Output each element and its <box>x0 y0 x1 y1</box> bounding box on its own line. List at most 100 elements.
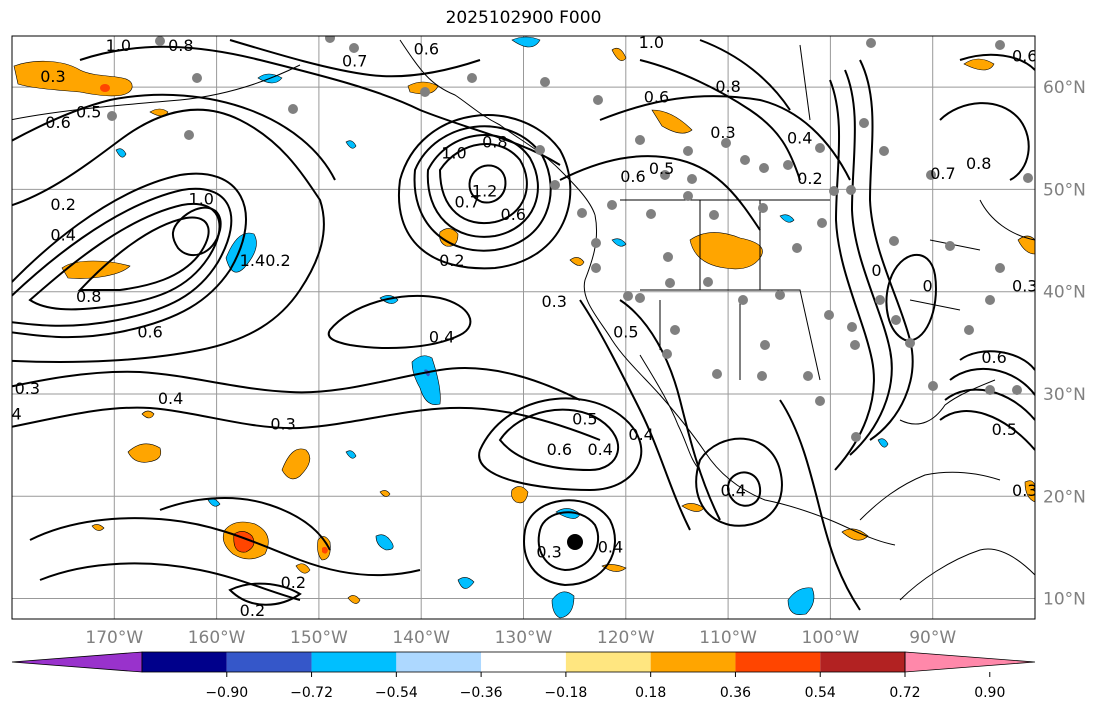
contour-value-label: 0.6 <box>137 323 162 342</box>
contour-value-label: 0.2 <box>797 169 822 188</box>
contour-value-label: .4 <box>6 404 21 423</box>
contour-value-label: 0.3 <box>536 543 561 562</box>
contour-value-label: 0.6 <box>547 440 572 459</box>
orange-patch <box>347 595 361 604</box>
latitude-tick-label: 20°N <box>1043 487 1086 507</box>
contour-value-label: 1.0 <box>189 190 214 209</box>
contour-value-label: 0.5 <box>572 410 597 429</box>
colorbar-tick-label: 0.72 <box>889 685 920 701</box>
contour-value-label: 0.3 <box>1012 481 1037 500</box>
orange-patch <box>611 47 627 61</box>
contour-value-label: 1.0 <box>441 144 466 163</box>
orange-patch <box>439 228 459 247</box>
latitude-tick-label: 10°N <box>1043 590 1086 610</box>
storm-center-marker[interactable] <box>567 534 583 550</box>
longitude-tick-label: 100°W <box>802 628 860 648</box>
contour-value-label: 0.5 <box>992 420 1017 439</box>
contour-value-label: 0.8 <box>966 154 991 173</box>
contour-value-label: 0.8 <box>76 287 101 306</box>
blue-patch <box>345 450 357 459</box>
contour-value-label: 0.4 <box>429 328 454 347</box>
colorbar-tick-label: −0.90 <box>205 685 248 701</box>
contour-value-label: 0.3 <box>270 415 295 434</box>
contour-value-label: 0.5 <box>649 159 674 178</box>
orange-patch <box>127 443 162 463</box>
contour-value-label: 0.6 <box>45 113 70 132</box>
colorbar-segment <box>396 652 482 672</box>
colorbar-tick-label: −0.54 <box>375 685 418 701</box>
contour-value-label: 0.6 <box>414 39 439 58</box>
colorbar: −0.90 −0.72 −0.54 −0.36 −0.18 0.18 0.36 0.54 0.7… <box>11 651 1036 701</box>
longitude-tick-label: 90°W <box>909 628 956 648</box>
latitude-tick-label: 60°N <box>1043 78 1086 98</box>
colorbar-tick-label: −0.18 <box>544 685 587 701</box>
coastlines <box>12 39 1035 601</box>
blue-patch <box>779 214 795 223</box>
colorbar-extend-low <box>11 651 143 673</box>
orange-patch <box>963 58 995 71</box>
longitude-tick-label: 150°W <box>290 628 348 648</box>
colorbar-tick-label: 0.18 <box>635 685 666 701</box>
latitude-tick-label: 40°N <box>1043 283 1086 303</box>
contour-value-label: 0.2 <box>439 251 464 270</box>
shaded-field <box>13 36 1035 619</box>
contour-value-label: 0.4 <box>720 481 745 500</box>
contour-value-label: 0.6 <box>1012 46 1037 65</box>
colorbar-tick-label: −0.72 <box>290 685 333 701</box>
contour-value-label: 0.4 <box>787 128 812 147</box>
latitude-axis-labels: 60°N 50°N 40°N 30°N 20°N 10°N <box>1043 78 1086 609</box>
blue-patch <box>787 587 815 615</box>
contour-value-label: 0 <box>871 261 881 280</box>
longitude-axis-labels: 170°W 160°W 150°W 140°W 130°W 120°W 110°W 100°W… <box>85 628 956 648</box>
orange-patch <box>379 490 391 497</box>
contour-value-label: 0.2 <box>265 251 290 270</box>
colorbar-outline <box>141 651 906 673</box>
contour-value-label: 0.2 <box>240 601 265 620</box>
contour-value-label: 1.0 <box>639 33 664 52</box>
contour-value-label: 0.6 <box>620 167 645 186</box>
longitude-tick-label: 120°W <box>597 628 655 648</box>
contour-lines <box>12 39 1035 611</box>
contour-value-label: 0.4 <box>587 440 612 459</box>
orange-patch <box>281 448 311 480</box>
blue-patch <box>411 355 441 405</box>
contour-value-label: 0.6 <box>501 205 526 224</box>
contour-value-label: 1.4 <box>240 251 265 270</box>
orange-patch <box>569 257 585 266</box>
contour-value-label: 0.7 <box>930 164 955 183</box>
blue-patch <box>345 140 357 149</box>
red-patch <box>322 546 328 554</box>
blue-patch <box>551 591 575 619</box>
orange-patch <box>1024 480 1035 503</box>
colorbar-segment <box>226 652 312 672</box>
colorbar-tick-label: −0.36 <box>460 685 503 701</box>
blue-patch <box>457 577 475 589</box>
station-dots <box>107 36 1033 442</box>
contour-value-label: 0.3 <box>40 67 65 86</box>
colorbar-tick-label: 0.54 <box>805 685 836 701</box>
contour-value-label: 0 <box>922 277 932 296</box>
contour-value-label: 0.3 <box>1012 277 1037 296</box>
colorbar-segment <box>650 652 736 672</box>
contour-value-label: 0.5 <box>613 323 638 342</box>
contour-value-label: 0.6 <box>644 87 669 106</box>
colorbar-segment <box>820 652 905 672</box>
longitude-tick-label: 140°W <box>392 628 450 648</box>
contour-value-label: 0.4 <box>158 389 183 408</box>
contour-value-label: 0.4 <box>598 537 623 556</box>
colorbar-tick-label: 0.36 <box>720 685 751 701</box>
colorbar-segment <box>735 652 821 672</box>
contour-value-label: 0.2 <box>50 195 75 214</box>
contour-labels: 1.0 0.80.70.6 1.00.80.60.3 0.40.20.50.60.30… <box>6 33 1037 620</box>
contour-value-label: 0.3 <box>710 123 735 142</box>
map-title: 2025102900 F000 <box>445 8 602 28</box>
contour-value-label: 1.2 <box>472 181 497 200</box>
orange-patch <box>511 486 529 504</box>
blue-patch <box>511 36 541 48</box>
contour-value-label: 0.7 <box>455 193 480 212</box>
contour-value-label: 0.6 <box>981 348 1006 367</box>
blue-patch <box>115 148 127 158</box>
orange-patch <box>61 260 131 279</box>
contour-value-label: 0.8 <box>715 77 740 96</box>
